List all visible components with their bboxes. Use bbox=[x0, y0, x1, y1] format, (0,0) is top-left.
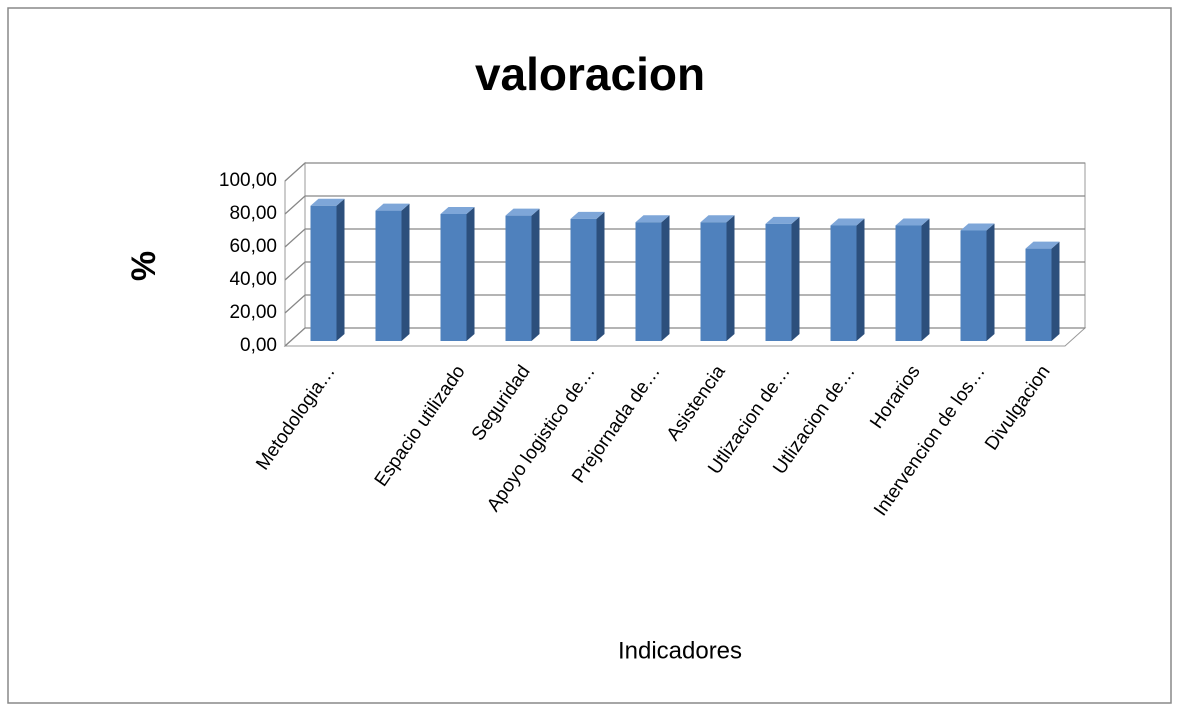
bar bbox=[440, 206, 475, 341]
bar-face bbox=[856, 218, 865, 341]
bar-face bbox=[791, 216, 800, 341]
bar-face bbox=[310, 205, 337, 341]
grid-line bbox=[284, 195, 1085, 215]
bar bbox=[505, 208, 540, 341]
bar-face bbox=[596, 211, 605, 341]
y-tick-label: 0,00 bbox=[240, 335, 277, 356]
bar-face bbox=[700, 215, 735, 223]
bar bbox=[570, 211, 605, 341]
bar bbox=[1025, 241, 1060, 341]
grid-line bbox=[284, 294, 1085, 314]
bar-face bbox=[986, 223, 995, 341]
bar-face bbox=[1025, 241, 1060, 249]
bar-face bbox=[830, 218, 865, 226]
chart-frame bbox=[7, 7, 1172, 704]
y-tick-label: 100,00 bbox=[219, 170, 277, 191]
y-tick-label: 20,00 bbox=[229, 302, 277, 323]
bar-face bbox=[375, 210, 402, 341]
bar bbox=[830, 218, 865, 341]
bar-face bbox=[726, 215, 735, 341]
bar-face bbox=[960, 230, 987, 341]
bar-face bbox=[570, 211, 605, 219]
bar-face bbox=[375, 203, 410, 211]
bar-face bbox=[895, 225, 922, 341]
bar-face bbox=[765, 223, 792, 341]
bar-face bbox=[310, 198, 345, 206]
bar-face bbox=[1051, 241, 1060, 341]
bar-face bbox=[531, 208, 540, 341]
grid-line bbox=[284, 261, 1085, 281]
bar-face bbox=[466, 206, 475, 341]
y-tick-label: 80,00 bbox=[229, 203, 277, 224]
bar-face bbox=[921, 218, 930, 341]
bar-face bbox=[960, 223, 995, 231]
chart-title: valoracion bbox=[475, 48, 705, 100]
y-tick-label: 60,00 bbox=[229, 236, 277, 257]
bar-face bbox=[830, 225, 857, 341]
bar bbox=[765, 216, 800, 341]
bar-face bbox=[700, 222, 727, 341]
bar bbox=[310, 198, 345, 341]
y-tick-label: 40,00 bbox=[229, 269, 277, 290]
bar-face bbox=[635, 215, 670, 223]
bar-face bbox=[401, 203, 410, 341]
x-axis-label: Indicadores bbox=[618, 637, 742, 664]
bar-face bbox=[1025, 248, 1052, 341]
bar-face bbox=[895, 218, 930, 226]
grid-line bbox=[284, 327, 1085, 347]
y-axis-label: % bbox=[125, 251, 163, 281]
bar bbox=[700, 215, 735, 341]
bar-face bbox=[505, 208, 540, 216]
bar-face bbox=[336, 198, 345, 341]
bar-face bbox=[505, 215, 532, 341]
bar bbox=[895, 218, 930, 341]
bar-face bbox=[440, 206, 475, 214]
bar-face bbox=[570, 218, 597, 341]
bar-face bbox=[765, 216, 800, 224]
grid-line bbox=[284, 228, 1085, 248]
bar bbox=[375, 203, 410, 341]
bar-face bbox=[635, 222, 662, 341]
bar-face bbox=[661, 215, 670, 341]
bar-face bbox=[440, 213, 467, 341]
bar bbox=[960, 223, 995, 341]
grid-line bbox=[284, 162, 1085, 182]
side-wall bbox=[284, 161, 306, 348]
bar bbox=[635, 215, 670, 341]
